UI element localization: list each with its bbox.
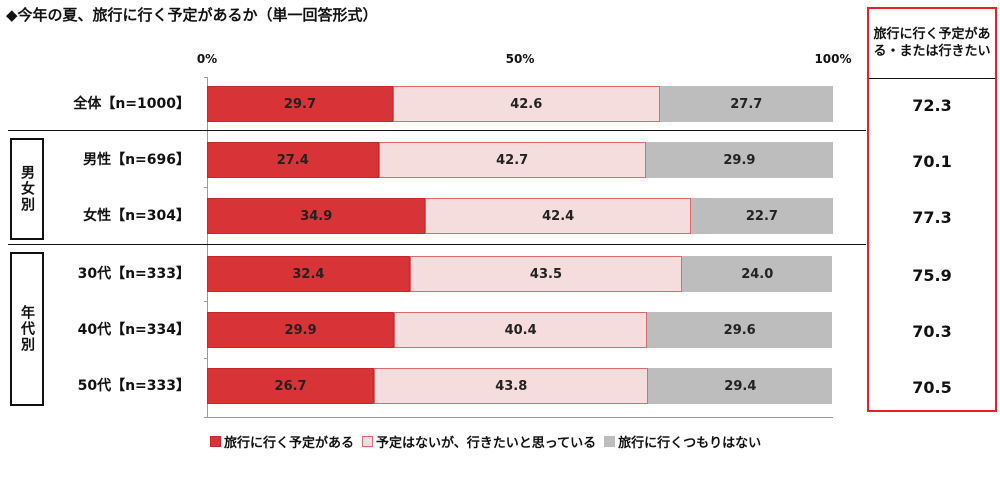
plot-bottom-line <box>207 417 833 418</box>
data-label: 27.7 <box>730 96 763 112</box>
data-label: 42.4 <box>542 208 575 224</box>
legend: 旅行に行く予定がある 予定はないが、行きたいと思っている 旅行に行くつもりはない <box>210 432 769 451</box>
data-label: 43.5 <box>529 266 562 282</box>
legend-item: 旅行に行くつもりはない <box>604 432 761 451</box>
bar-segment-plan: 34.9 <box>207 198 426 234</box>
section-divider-top <box>8 130 866 131</box>
legend-item: 予定はないが、行きたいと思っている <box>362 432 596 451</box>
summary-header: 旅行に行く予定がある・または行きたい <box>873 27 991 59</box>
data-label: 29.7 <box>283 96 316 112</box>
group-label-age: 年代別 <box>10 252 44 406</box>
bar-segment-plan: 29.7 <box>207 86 393 122</box>
legend-item: 旅行に行く予定がある <box>210 432 354 451</box>
y-axis-line <box>207 77 208 417</box>
data-label: 29.9 <box>723 152 756 168</box>
legend-swatch <box>210 436 221 447</box>
data-label: 29.4 <box>724 378 757 394</box>
bar-segment-none: 29.6 <box>647 312 833 348</box>
bar-segment-plan: 32.4 <box>207 256 410 292</box>
bar-segment-want: 42.6 <box>392 86 660 122</box>
chart-title: ◆今年の夏、旅行に行く予定があるか（単一回答形式） <box>6 6 378 24</box>
bar-segment-plan: 26.7 <box>207 368 375 404</box>
summary-header-divider <box>869 78 995 79</box>
category-label: 30代【n=333】 <box>77 266 190 282</box>
legend-label: 旅行に行くつもりはない <box>618 436 762 451</box>
bar-segment-plan: 27.4 <box>207 142 379 178</box>
y-tick-mark <box>204 358 208 359</box>
summary-value: 70.3 <box>912 322 952 341</box>
data-label: 22.7 <box>745 208 778 224</box>
data-label: 40.4 <box>504 322 537 338</box>
data-label: 42.7 <box>496 152 529 168</box>
category-label: 50代【n=333】 <box>77 378 190 394</box>
category-label: 40代【n=334】 <box>77 322 190 338</box>
y-tick-mark <box>204 187 208 188</box>
x-tick-label: 100% <box>814 52 852 66</box>
bar-segment-none: 24.0 <box>682 256 833 292</box>
legend-label: 予定はないが、行きたいと思っている <box>376 436 597 451</box>
bar-segment-none: 22.7 <box>690 198 833 234</box>
data-label: 42.6 <box>510 96 543 112</box>
data-label: 26.7 <box>274 378 307 394</box>
category-label: 男性【n=696】 <box>83 152 190 168</box>
summary-box: 旅行に行く予定がある・または行きたい <box>867 7 997 412</box>
legend-swatch <box>604 436 616 447</box>
data-label: 24.0 <box>741 266 774 282</box>
x-tick-label: 0% <box>196 52 218 66</box>
summary-value: 75.9 <box>912 266 952 285</box>
x-tick-label: 50% <box>505 52 535 66</box>
data-label: 43.8 <box>495 378 528 394</box>
summary-value: 77.3 <box>912 208 952 227</box>
y-tick-mark <box>204 417 208 418</box>
legend-label: 旅行に行く予定がある <box>224 436 355 451</box>
bar-segment-want: 43.5 <box>409 256 683 292</box>
data-label: 29.9 <box>284 322 317 338</box>
summary-value: 70.5 <box>912 378 952 397</box>
bar-segment-want: 42.7 <box>378 142 646 178</box>
data-label: 32.4 <box>292 266 325 282</box>
legend-swatch <box>362 436 374 447</box>
category-label: 全体【n=1000】 <box>73 96 190 112</box>
summary-value: 70.1 <box>912 152 952 171</box>
y-tick-mark <box>204 77 208 78</box>
bar-segment-want: 43.8 <box>374 368 649 404</box>
bar-segment-plan: 29.9 <box>207 312 395 348</box>
bar-segment-none: 29.9 <box>645 142 833 178</box>
category-label: 女性【n=304】 <box>83 208 190 224</box>
summary-value: 72.3 <box>912 96 952 115</box>
data-label: 27.4 <box>276 152 309 168</box>
data-label: 29.6 <box>723 322 756 338</box>
data-label: 34.9 <box>300 208 333 224</box>
bar-segment-none: 27.7 <box>659 86 833 122</box>
section-divider-middle <box>8 244 866 245</box>
bar-segment-want: 40.4 <box>394 312 648 348</box>
bar-segment-none: 29.4 <box>648 368 833 404</box>
group-label-age-text: 年代別 <box>19 305 35 353</box>
group-label-gender: 男女別 <box>10 138 44 240</box>
bar-segment-want: 42.4 <box>425 198 691 234</box>
y-tick-mark <box>204 301 208 302</box>
group-label-gender-text: 男女別 <box>19 165 35 213</box>
